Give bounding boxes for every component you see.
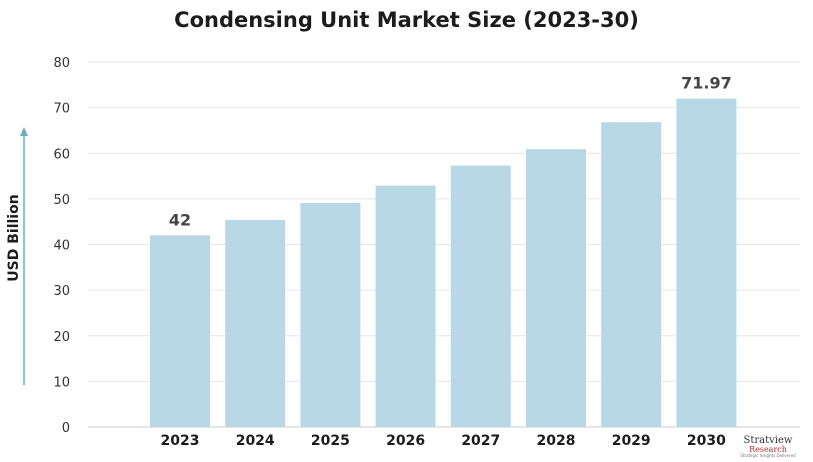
logo-tag: Strategic Insights Delivered [740, 453, 796, 458]
y-tick-label: 40 [53, 239, 70, 254]
y-tick-label: 0 [62, 421, 70, 436]
x-tick-label: 2027 [461, 433, 500, 449]
y-tick-label: 70 [53, 102, 70, 117]
bar [601, 122, 662, 427]
bar [450, 165, 511, 427]
y-tick-label: 80 [53, 56, 70, 71]
logo-sub: Research [749, 445, 787, 454]
bar [375, 185, 436, 427]
x-tick-label: 2028 [537, 433, 576, 449]
y-tick-label: 50 [53, 193, 70, 208]
data-label: 71.97 [681, 74, 732, 93]
bar [150, 235, 210, 427]
bar [300, 202, 361, 427]
chart-title: Condensing Unit Market Size (2023-30) [174, 8, 639, 32]
logo-name: Stratview [743, 435, 793, 446]
x-tick-label: 2029 [612, 433, 651, 449]
bar [676, 98, 737, 427]
x-tick-label: 2023 [161, 433, 200, 449]
bar [526, 149, 586, 428]
y-axis-title: USD Billion [6, 194, 22, 281]
bar [225, 219, 286, 427]
x-tick-label: 2026 [386, 433, 425, 449]
y-tick-label: 30 [53, 284, 70, 299]
stratview-logo: Stratview Research Strategic Insights De… [735, 436, 801, 458]
data-label: 42 [169, 210, 191, 229]
x-tick-label: 2025 [311, 433, 350, 449]
x-tick-label: 2024 [236, 433, 275, 449]
x-tick-label: 2030 [687, 433, 726, 449]
y-axis-arrowhead [20, 127, 28, 136]
y-tick-label: 10 [53, 375, 70, 390]
y-tick-label: 20 [53, 330, 70, 345]
y-tick-label: 60 [53, 147, 70, 162]
